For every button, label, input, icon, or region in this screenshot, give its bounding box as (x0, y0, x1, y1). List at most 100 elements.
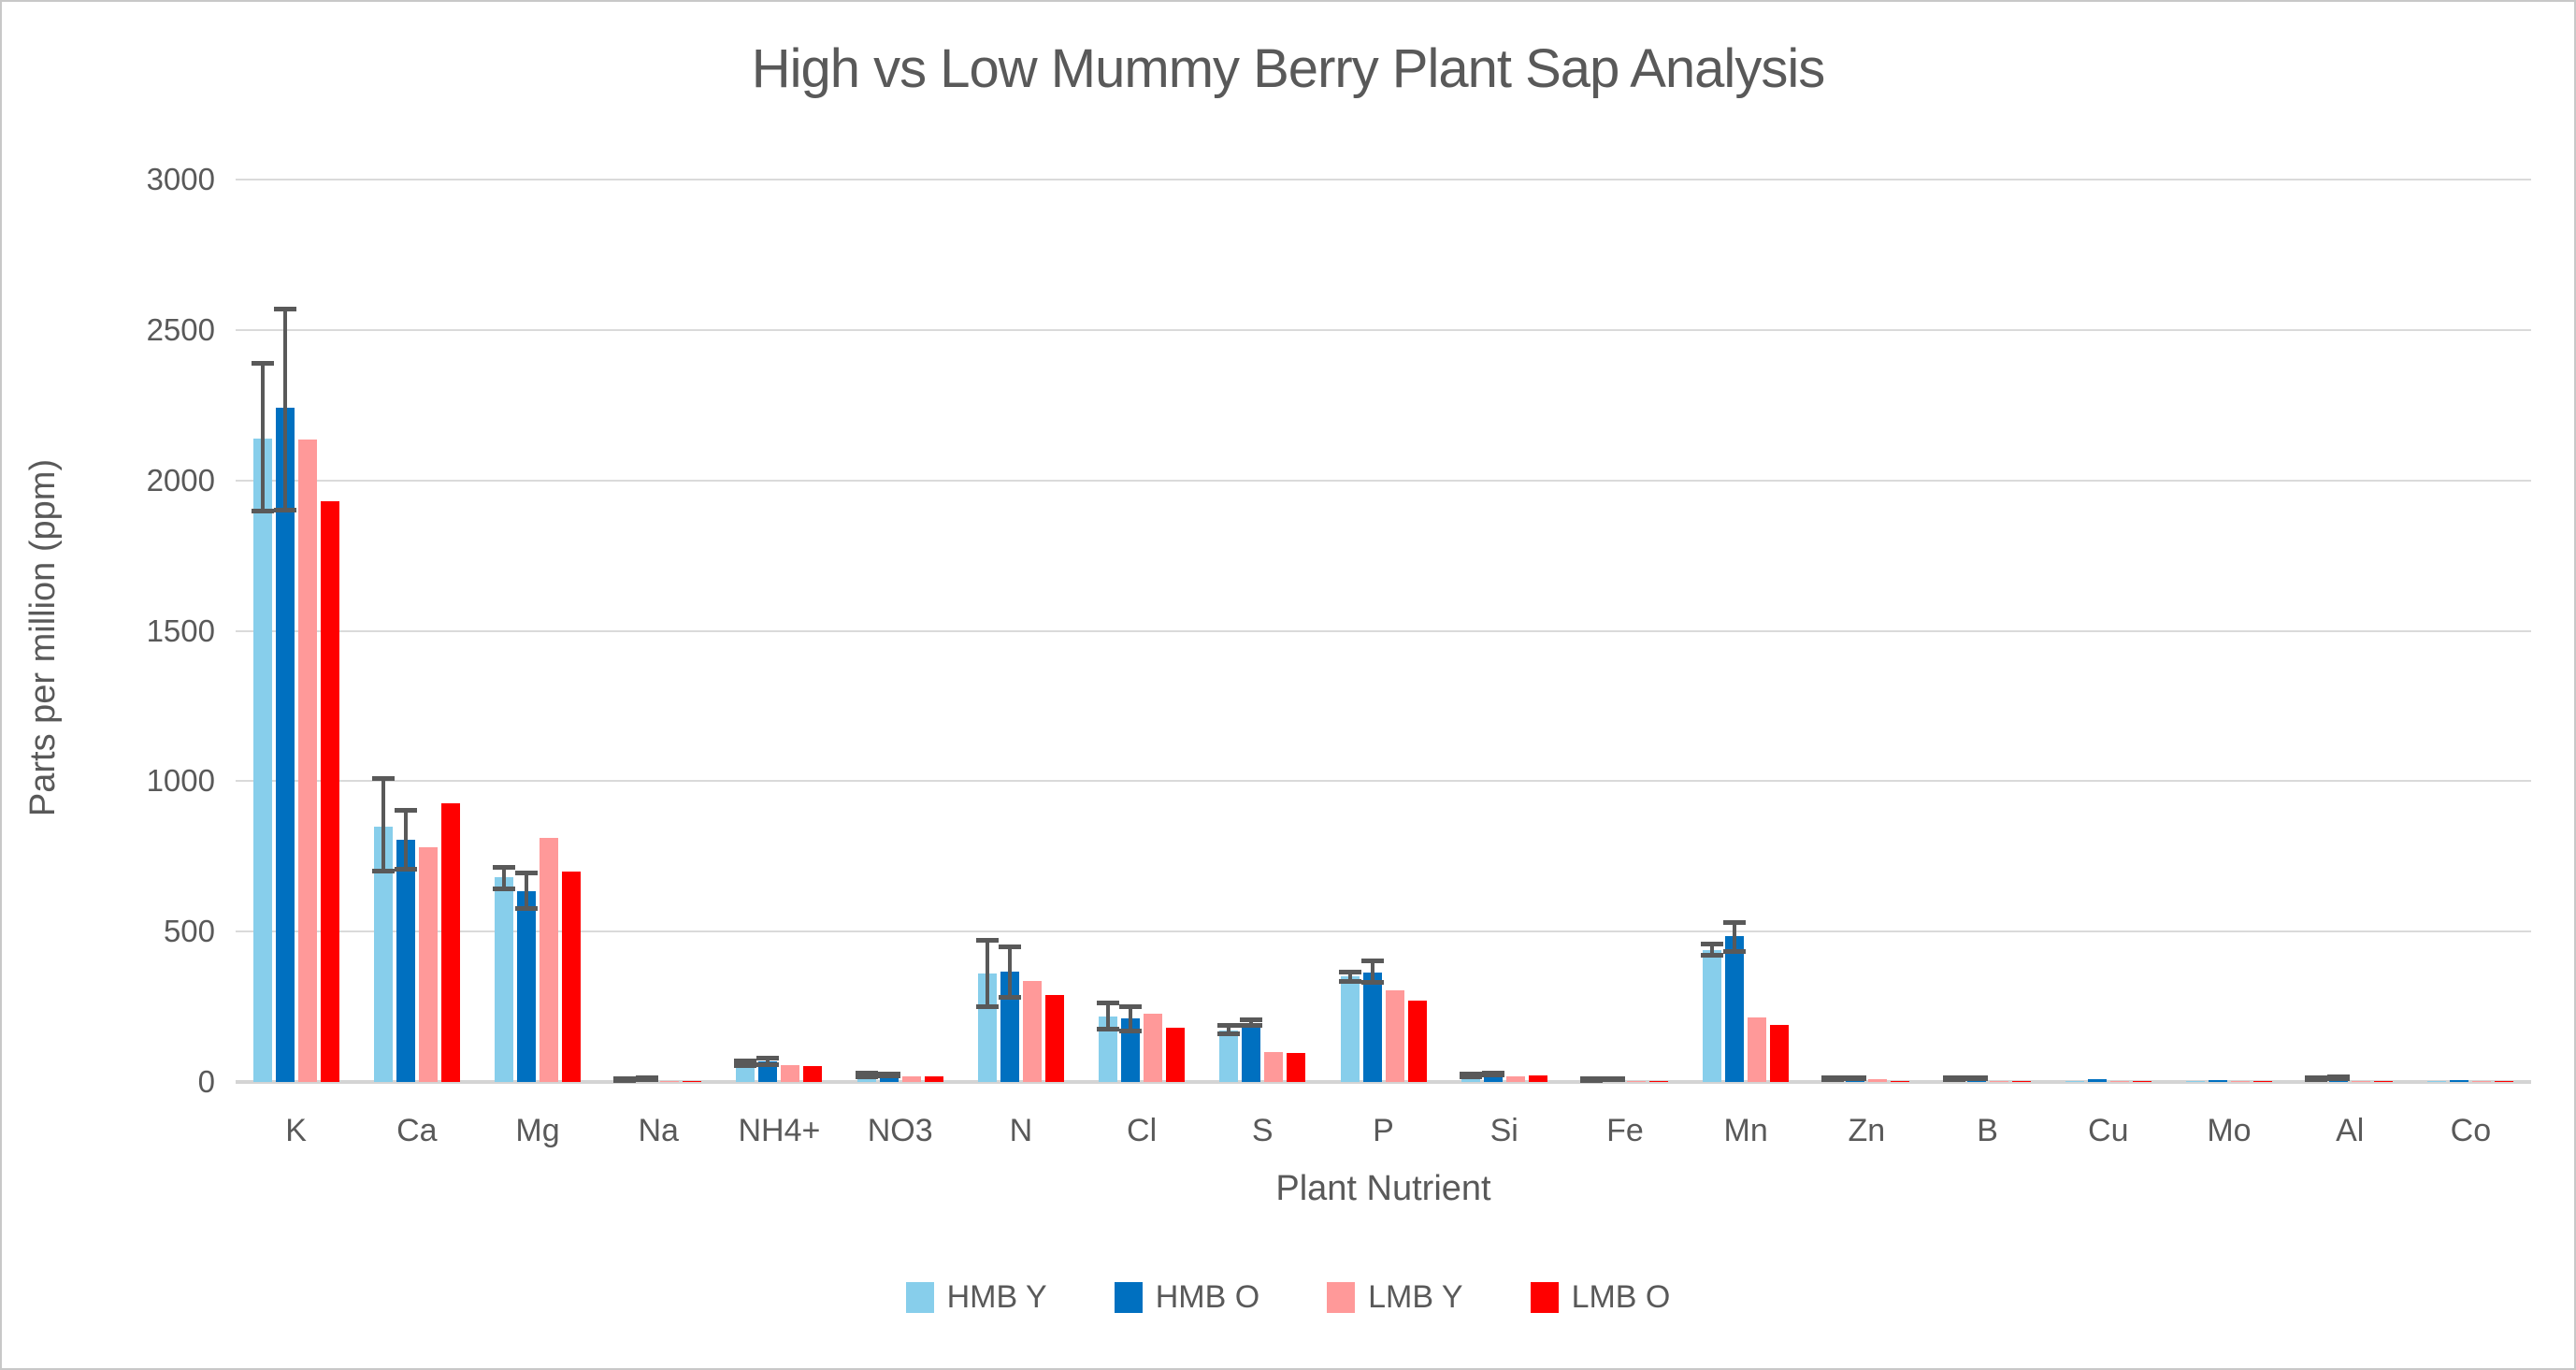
x-tick-label: Mn (1723, 1113, 1768, 1148)
error-bar-cap (371, 776, 395, 782)
x-tick-label: Mo (2207, 1113, 2252, 1148)
error-bar-cap (1217, 1031, 1241, 1037)
error-bar-cap (877, 1073, 900, 1078)
error-bar-cap (1240, 1022, 1263, 1028)
error-bar-line (1370, 960, 1374, 984)
error-bar-cap (734, 1058, 757, 1063)
bar-hmbo-k (275, 408, 295, 1082)
error-bar-cap (273, 507, 296, 512)
legend: HMB Y HMB O LMB Y LMB O (2, 1279, 2574, 1316)
error-bar-cap (1602, 1077, 1625, 1083)
bar-lmby-cu (2109, 1081, 2129, 1082)
error-bar-line (260, 363, 265, 512)
bar-lmby-n (1022, 981, 1042, 1082)
y-tick-label: 500 (163, 914, 215, 949)
legend-swatch (1530, 1282, 1559, 1313)
error-bar-cap (273, 307, 296, 312)
error-bar-cap (515, 906, 539, 912)
legend-item-hmb-o: HMB O (1114, 1279, 1259, 1316)
error-bar-cap (1119, 1003, 1143, 1009)
x-tick-label: Co (2450, 1113, 2492, 1148)
y-tick-label: 2000 (146, 462, 215, 498)
x-tick-label: Mg (515, 1113, 560, 1148)
gridline (236, 930, 2531, 933)
bar-lmby-zn (1868, 1079, 1888, 1082)
bar-lmbo-n (1044, 995, 1064, 1082)
bar-lmby-co (2472, 1081, 2492, 1082)
x-tick-label: Ca (396, 1113, 438, 1148)
bar-lmbo-nh4+ (803, 1066, 823, 1082)
bar-hmby-s (1219, 1031, 1239, 1082)
y-tick-label: 0 (197, 1064, 215, 1099)
error-bar-cap (371, 868, 395, 873)
error-bar-cap (1579, 1077, 1603, 1083)
error-bar-cap (734, 1063, 757, 1069)
error-bar-cap (394, 807, 417, 813)
x-tick-label: Si (1489, 1113, 1518, 1148)
error-bar-line (766, 1058, 770, 1065)
error-bar-cap (855, 1071, 878, 1076)
error-bar-line (1007, 945, 1012, 998)
error-bar-cap (998, 944, 1021, 949)
bar-lmby-cl (1144, 1014, 1163, 1082)
bar-lmbo-si (1528, 1075, 1547, 1082)
error-bar-cap (1338, 969, 1361, 974)
bar-hmbo-cu (2087, 1079, 2107, 1082)
error-bar-cap (1338, 979, 1361, 985)
legend-swatch (905, 1282, 934, 1313)
x-tick-label: Na (638, 1113, 679, 1148)
bar-lmby-si (1505, 1076, 1525, 1082)
error-bar-cap (1459, 1074, 1482, 1079)
x-tick-label: B (1977, 1113, 1998, 1148)
error-bar-cap (1723, 919, 1747, 925)
bar-hmby-p (1340, 976, 1360, 1082)
bar-lmbo-k (320, 501, 339, 1082)
bar-lmby-b (1989, 1081, 2008, 1082)
bar-lmby-mn (1748, 1017, 1767, 1082)
error-bar-cap (1723, 948, 1747, 954)
bar-lmbo-na (683, 1081, 702, 1082)
error-bar-cap (1964, 1076, 1988, 1082)
legend-label: HMB Y (946, 1279, 1047, 1315)
error-bar-cap (998, 994, 1021, 1000)
bar-lmby-s (1264, 1052, 1284, 1082)
error-bar-cap (1481, 1073, 1504, 1078)
error-bar-cap (975, 1003, 999, 1009)
bar-hmbo-mo (2208, 1080, 2227, 1082)
bar-lmbo-mo (2252, 1081, 2272, 1082)
error-bar-cap (394, 867, 417, 872)
x-axis-title: Plant Nutrient (1275, 1169, 1491, 1208)
error-bar-line (1249, 1019, 1254, 1026)
bar-lmbo-al (2374, 1081, 2394, 1082)
bar-lmbo-b (2011, 1081, 2031, 1082)
gridline (236, 780, 2531, 783)
bar-lmbo-cl (1166, 1028, 1186, 1082)
x-tick-label: NH4+ (738, 1113, 821, 1148)
bar-lmby-k (297, 440, 317, 1082)
bar-lmbo-p (1407, 1001, 1427, 1082)
error-bar-cap (1844, 1076, 1867, 1082)
error-bar-cap (1217, 1022, 1241, 1028)
bar-hmby-cl (1099, 1017, 1118, 1082)
chart-title: High vs Low Mummy Berry Plant Sap Analys… (751, 38, 1825, 99)
bar-hmbo-no3 (879, 1074, 899, 1082)
bar-lmbo-ca (440, 803, 460, 1082)
y-tick-label: 1500 (146, 613, 215, 648)
error-bar-cap (1360, 980, 1384, 986)
error-bar-cap (975, 938, 999, 944)
error-bar-line (403, 809, 408, 871)
legend-label: LMB Y (1368, 1279, 1463, 1315)
legend-swatch (1327, 1282, 1356, 1313)
error-bar-cap (1942, 1077, 1965, 1083)
x-tick-label: P (1373, 1113, 1394, 1148)
legend-item-lmb-y: LMB Y (1327, 1279, 1463, 1316)
x-tick-label: N (1009, 1113, 1033, 1148)
error-bar-line (1733, 921, 1737, 952)
x-axis-line (236, 1080, 2531, 1084)
x-tick-label: K (285, 1113, 307, 1148)
error-bar-cap (1459, 1071, 1482, 1076)
bar-hmby-mg (495, 877, 514, 1082)
error-bar-cap (493, 865, 516, 870)
error-bar-cap (855, 1074, 878, 1080)
